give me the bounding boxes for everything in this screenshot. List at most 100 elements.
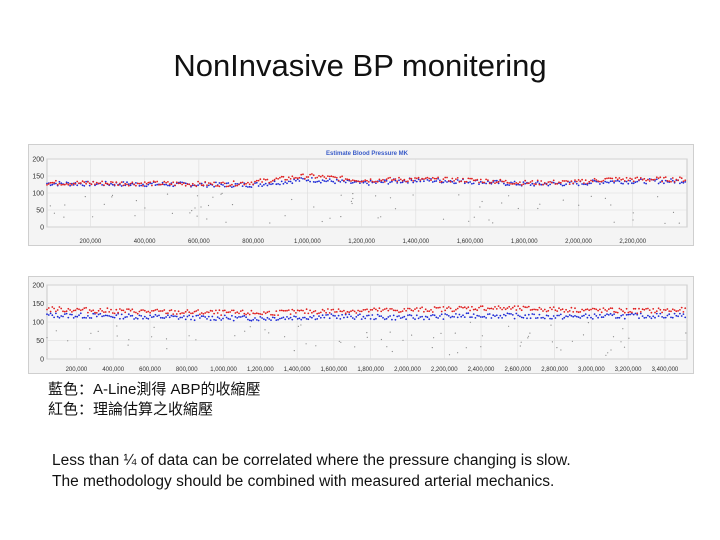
data-point bbox=[311, 311, 313, 314]
data-point bbox=[478, 315, 480, 317]
data-point bbox=[172, 185, 175, 188]
data-point bbox=[147, 310, 150, 313]
data-point bbox=[220, 182, 223, 184]
data-point bbox=[440, 310, 443, 313]
data-point bbox=[120, 181, 123, 183]
data-point bbox=[239, 181, 242, 184]
data-point bbox=[126, 183, 128, 186]
data-point bbox=[47, 314, 50, 316]
data-point bbox=[337, 308, 340, 310]
data-point bbox=[382, 309, 384, 311]
data-point bbox=[335, 176, 338, 179]
data-point bbox=[67, 183, 70, 186]
data-point bbox=[520, 309, 523, 312]
data-point bbox=[339, 318, 342, 320]
data-point bbox=[623, 180, 626, 182]
data-point bbox=[396, 309, 399, 312]
outlier-point bbox=[200, 206, 202, 208]
data-point bbox=[495, 181, 498, 184]
data-point bbox=[222, 309, 224, 312]
data-point bbox=[602, 179, 605, 182]
data-point bbox=[293, 309, 295, 312]
data-point bbox=[83, 307, 86, 309]
outlier-point bbox=[527, 335, 530, 337]
data-point bbox=[337, 179, 340, 182]
data-point bbox=[174, 310, 176, 312]
outlier-point bbox=[244, 330, 246, 332]
data-point bbox=[248, 185, 251, 188]
bp-chart-bottom: 0 50 100 150 200 200,000 400,000 600,000 800,000… bbox=[28, 276, 694, 374]
data-point bbox=[159, 310, 162, 312]
x-tick-label: 1,400,000 bbox=[402, 239, 429, 245]
outlier-point bbox=[366, 336, 368, 338]
data-point bbox=[540, 308, 543, 310]
data-point bbox=[328, 178, 331, 180]
outlier-point bbox=[350, 200, 352, 202]
data-point bbox=[357, 314, 359, 316]
data-point bbox=[239, 316, 242, 318]
note-line-2: The methodology should be combined with … bbox=[52, 473, 555, 490]
data-point bbox=[515, 312, 518, 315]
data-point bbox=[88, 182, 91, 185]
data-point bbox=[63, 310, 66, 313]
data-point bbox=[590, 308, 592, 311]
data-point bbox=[583, 309, 585, 312]
data-point bbox=[467, 177, 470, 180]
data-point bbox=[286, 309, 288, 312]
data-point bbox=[455, 182, 457, 185]
data-point bbox=[88, 184, 91, 187]
data-point bbox=[129, 182, 132, 185]
data-point bbox=[547, 315, 550, 317]
data-point bbox=[378, 178, 381, 181]
data-point bbox=[570, 306, 573, 309]
data-point bbox=[394, 179, 397, 182]
data-point bbox=[266, 178, 269, 181]
data-point bbox=[360, 310, 363, 313]
data-point bbox=[638, 317, 640, 320]
outlier-point bbox=[297, 325, 299, 327]
data-point bbox=[62, 315, 64, 318]
data-point bbox=[303, 312, 306, 314]
data-point bbox=[255, 181, 258, 184]
outlier-point bbox=[380, 216, 382, 218]
data-point bbox=[414, 179, 416, 182]
data-point bbox=[106, 314, 109, 317]
data-point bbox=[311, 173, 313, 175]
data-point bbox=[595, 180, 598, 183]
data-point bbox=[248, 319, 251, 322]
data-point bbox=[556, 183, 559, 185]
data-point bbox=[359, 313, 361, 316]
data-point bbox=[391, 318, 393, 321]
data-point bbox=[191, 182, 194, 185]
data-point bbox=[106, 307, 109, 310]
data-point bbox=[318, 180, 320, 183]
data-point bbox=[241, 309, 244, 312]
data-point bbox=[620, 314, 623, 317]
data-point bbox=[231, 314, 233, 317]
data-point bbox=[270, 319, 272, 321]
data-point bbox=[675, 178, 678, 181]
data-point bbox=[463, 316, 466, 318]
data-point bbox=[303, 316, 306, 319]
data-point bbox=[684, 181, 687, 183]
data-point bbox=[350, 182, 352, 184]
data-point bbox=[403, 308, 406, 310]
data-point bbox=[627, 311, 630, 314]
data-point bbox=[305, 176, 308, 178]
data-point bbox=[622, 182, 624, 185]
data-point bbox=[161, 183, 164, 186]
data-point bbox=[282, 316, 285, 319]
data-point bbox=[181, 183, 184, 186]
data-point bbox=[135, 311, 137, 314]
data-point bbox=[115, 181, 118, 184]
data-point bbox=[307, 312, 310, 315]
data-point bbox=[490, 181, 493, 184]
data-point bbox=[337, 314, 340, 317]
data-point bbox=[69, 309, 71, 311]
data-point bbox=[261, 313, 263, 316]
data-point bbox=[172, 313, 175, 315]
data-point bbox=[312, 174, 315, 177]
data-point bbox=[296, 177, 299, 180]
data-point bbox=[51, 314, 54, 317]
data-point bbox=[65, 310, 68, 313]
